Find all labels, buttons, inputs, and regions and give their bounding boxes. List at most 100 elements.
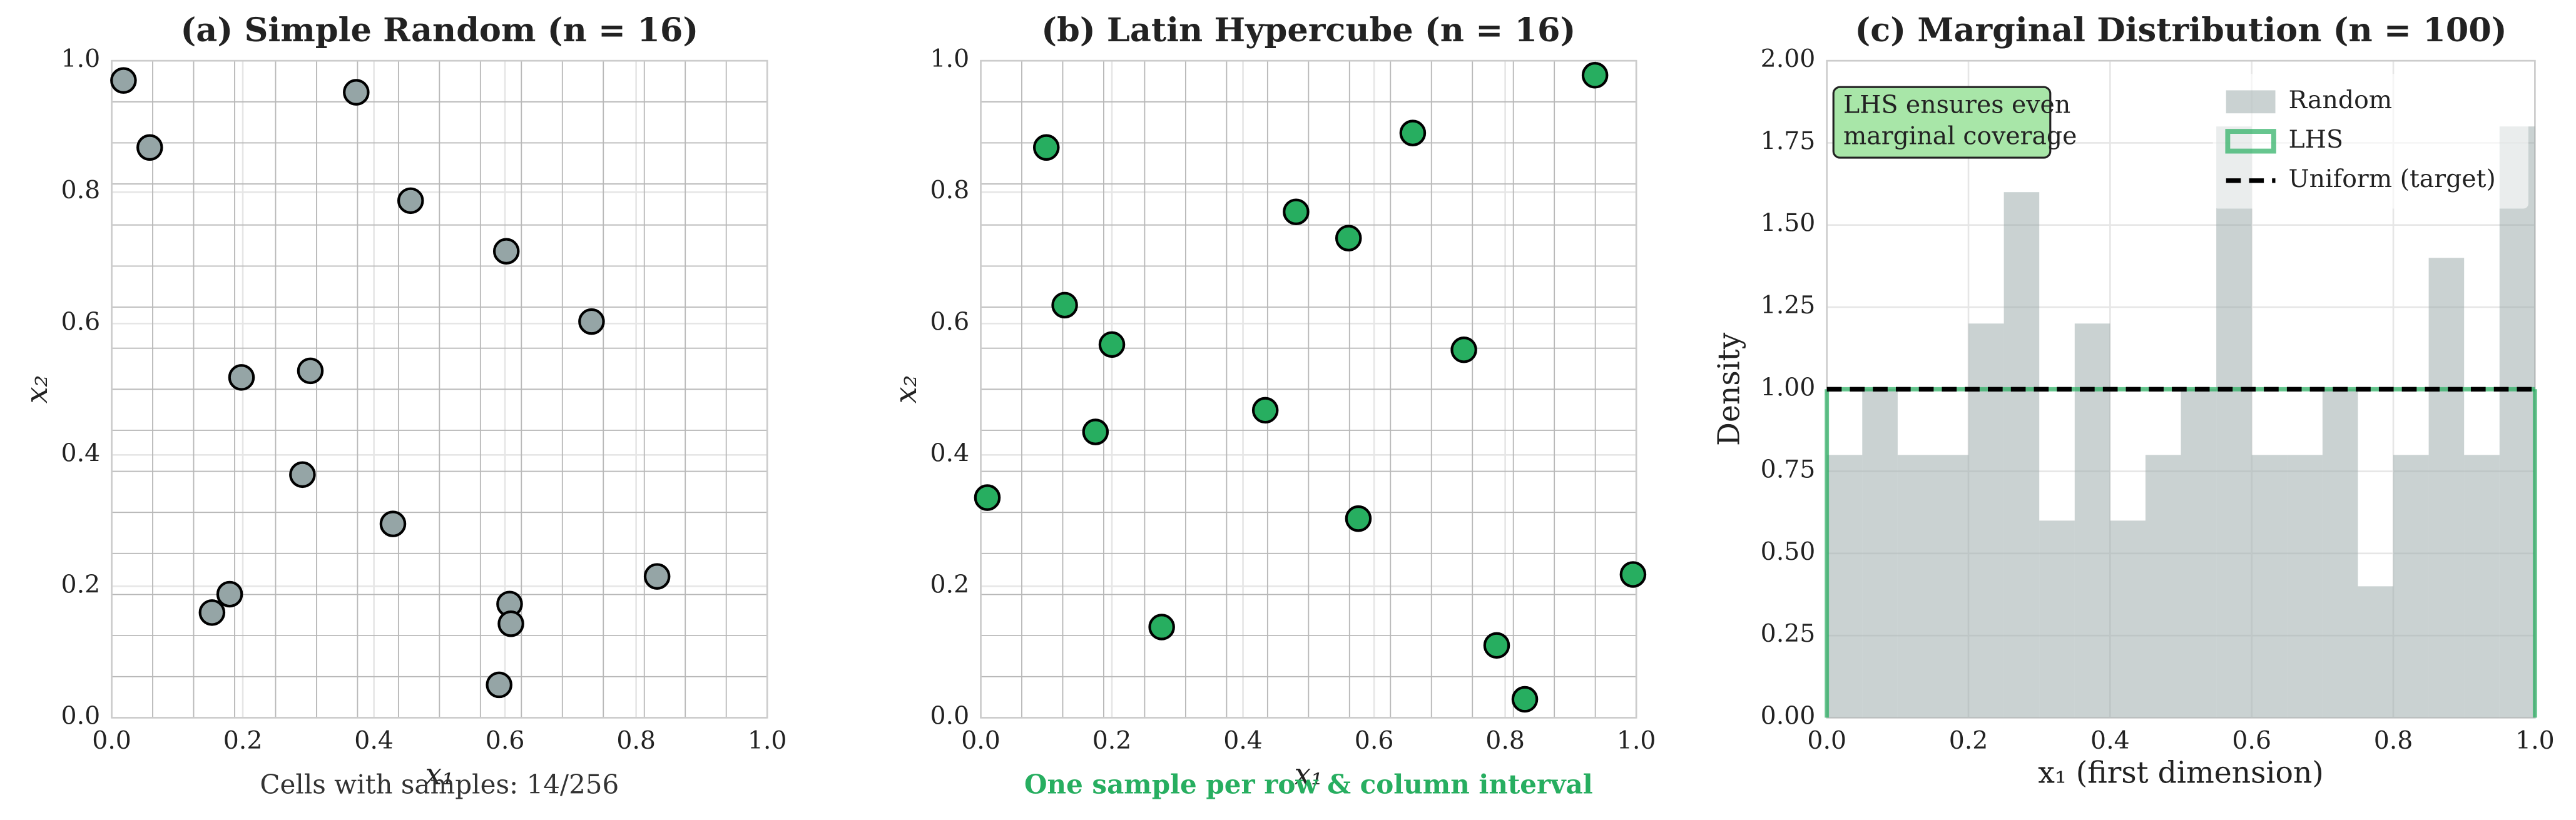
axes-frame bbox=[980, 59, 1637, 719]
x-tick-label: 1.0 bbox=[748, 726, 787, 755]
y-tick-label: 0.6 bbox=[61, 307, 101, 336]
y-axis-label: x₂ bbox=[20, 375, 54, 403]
point bbox=[578, 308, 605, 335]
x-tick-label: 1.0 bbox=[2515, 726, 2555, 755]
panel-title: (c) Marginal Distribution (n = 100) bbox=[1855, 11, 2507, 49]
panel-title: (a) Simple Random (n = 16) bbox=[180, 11, 698, 49]
y-tick-label: 2.00 bbox=[1761, 44, 1816, 73]
annotation-box bbox=[1832, 86, 2052, 159]
footnote: Cells with samples: 14/256 bbox=[260, 769, 619, 800]
x-tick-label: 0.6 bbox=[2232, 726, 2271, 755]
point bbox=[1051, 291, 1078, 319]
x-tick-label: 0.8 bbox=[1485, 726, 1525, 755]
legend-label: LHS bbox=[2289, 125, 2343, 154]
point bbox=[1251, 397, 1279, 424]
y-tick-label: 0.8 bbox=[930, 176, 970, 205]
y-tick-label: 1.00 bbox=[1761, 373, 1816, 402]
x-axis-label: x₁ bbox=[425, 757, 454, 792]
y-tick-label: 1.50 bbox=[1761, 209, 1816, 238]
point bbox=[1033, 134, 1060, 161]
point bbox=[974, 484, 1001, 511]
x-tick-label: 0.0 bbox=[1807, 726, 1846, 755]
point bbox=[486, 671, 512, 699]
point bbox=[297, 357, 324, 385]
point bbox=[497, 610, 524, 637]
point bbox=[1098, 331, 1126, 358]
y-tick-label: 1.75 bbox=[1761, 126, 1816, 155]
x-tick-label: 0.4 bbox=[2090, 726, 2130, 755]
point bbox=[1450, 337, 1477, 363]
x-tick-label: 0.2 bbox=[223, 726, 263, 755]
point bbox=[198, 599, 226, 626]
hist-bar bbox=[1897, 455, 1933, 718]
panel: (c) Marginal Distribution (n = 100) 0.0 0.… bbox=[1712, 11, 2554, 790]
hist-bar bbox=[1862, 389, 1898, 718]
hist-bar bbox=[2039, 520, 2075, 718]
point bbox=[1082, 418, 1109, 445]
x-tick-label: 0.8 bbox=[2374, 726, 2413, 755]
point bbox=[1581, 61, 1609, 89]
legend-frame bbox=[2212, 74, 2528, 209]
y-axis-label: x₂ bbox=[889, 375, 924, 403]
hist-bar bbox=[2181, 389, 2217, 718]
x-tick-label: 0.2 bbox=[1092, 726, 1132, 755]
panel-title: (b) Latin Hypercube (n = 16) bbox=[1041, 11, 1576, 49]
legend-label: Uniform (target) bbox=[2289, 165, 2496, 193]
y-tick-label: 0.25 bbox=[1761, 619, 1816, 648]
point bbox=[289, 461, 316, 488]
y-tick-label: 0.2 bbox=[930, 570, 970, 599]
hist-bar bbox=[2499, 126, 2535, 718]
legend-swatch bbox=[2226, 90, 2276, 114]
point bbox=[1399, 119, 1427, 146]
x-axis-label: x₁ bbox=[1295, 757, 1323, 792]
y-tick-label: 0.50 bbox=[1761, 537, 1816, 566]
y-tick-label: 1.0 bbox=[61, 44, 101, 73]
footnote: One sample per row & column interval bbox=[1024, 769, 1593, 800]
panel: (b) Latin Hypercube (n = 16) 0.0 0.2 0.4 0.6… bbox=[889, 11, 1656, 800]
point bbox=[228, 364, 255, 391]
point bbox=[379, 510, 407, 537]
hist-bar bbox=[2428, 258, 2465, 718]
point bbox=[343, 79, 370, 106]
point bbox=[1148, 614, 1175, 640]
x-tick-label: 0.8 bbox=[616, 726, 656, 755]
hist-bar bbox=[2003, 192, 2040, 718]
point bbox=[1483, 632, 1510, 659]
x-tick-label: 0.6 bbox=[486, 726, 525, 755]
y-tick-label: 1.0 bbox=[930, 44, 970, 73]
hist-bar bbox=[2322, 389, 2358, 718]
point bbox=[1335, 225, 1362, 251]
y-tick-label: 0.6 bbox=[930, 307, 970, 336]
annotation-text: LHS ensures even bbox=[1843, 91, 2070, 119]
point bbox=[110, 67, 137, 94]
legend-swatch bbox=[2225, 129, 2276, 154]
point bbox=[1511, 686, 1539, 713]
y-tick-label: 0.8 bbox=[61, 176, 101, 205]
hist-bar bbox=[2074, 323, 2110, 718]
point bbox=[1283, 198, 1310, 225]
legend-label: Random bbox=[2289, 86, 2393, 114]
x-axis-label: x₁ (first dimension) bbox=[2038, 756, 2324, 790]
hist-bar bbox=[2393, 455, 2429, 718]
hist-bar bbox=[2110, 520, 2146, 718]
axes-frame bbox=[111, 59, 768, 719]
x-tick-label: 0.4 bbox=[1223, 726, 1263, 755]
hist-bar bbox=[2216, 126, 2252, 718]
x-tick-label: 1.0 bbox=[1617, 726, 1656, 755]
point bbox=[1345, 505, 1372, 532]
x-tick-label: 0.4 bbox=[354, 726, 394, 755]
x-tick-label: 0.0 bbox=[961, 726, 1000, 755]
y-tick-label: 0.4 bbox=[930, 438, 970, 467]
point bbox=[397, 187, 424, 215]
y-tick-label: 0.2 bbox=[61, 570, 101, 599]
y-tick-label: 0.75 bbox=[1761, 455, 1816, 484]
hist-bar bbox=[1968, 323, 2004, 718]
x-tick-label: 0.0 bbox=[92, 726, 131, 755]
x-tick-label: 0.2 bbox=[1949, 726, 1988, 755]
hist-bar bbox=[2464, 455, 2500, 718]
annotation-text: marginal coverage bbox=[1843, 122, 2077, 151]
y-tick-label: 0.4 bbox=[61, 438, 101, 467]
point bbox=[643, 563, 671, 590]
